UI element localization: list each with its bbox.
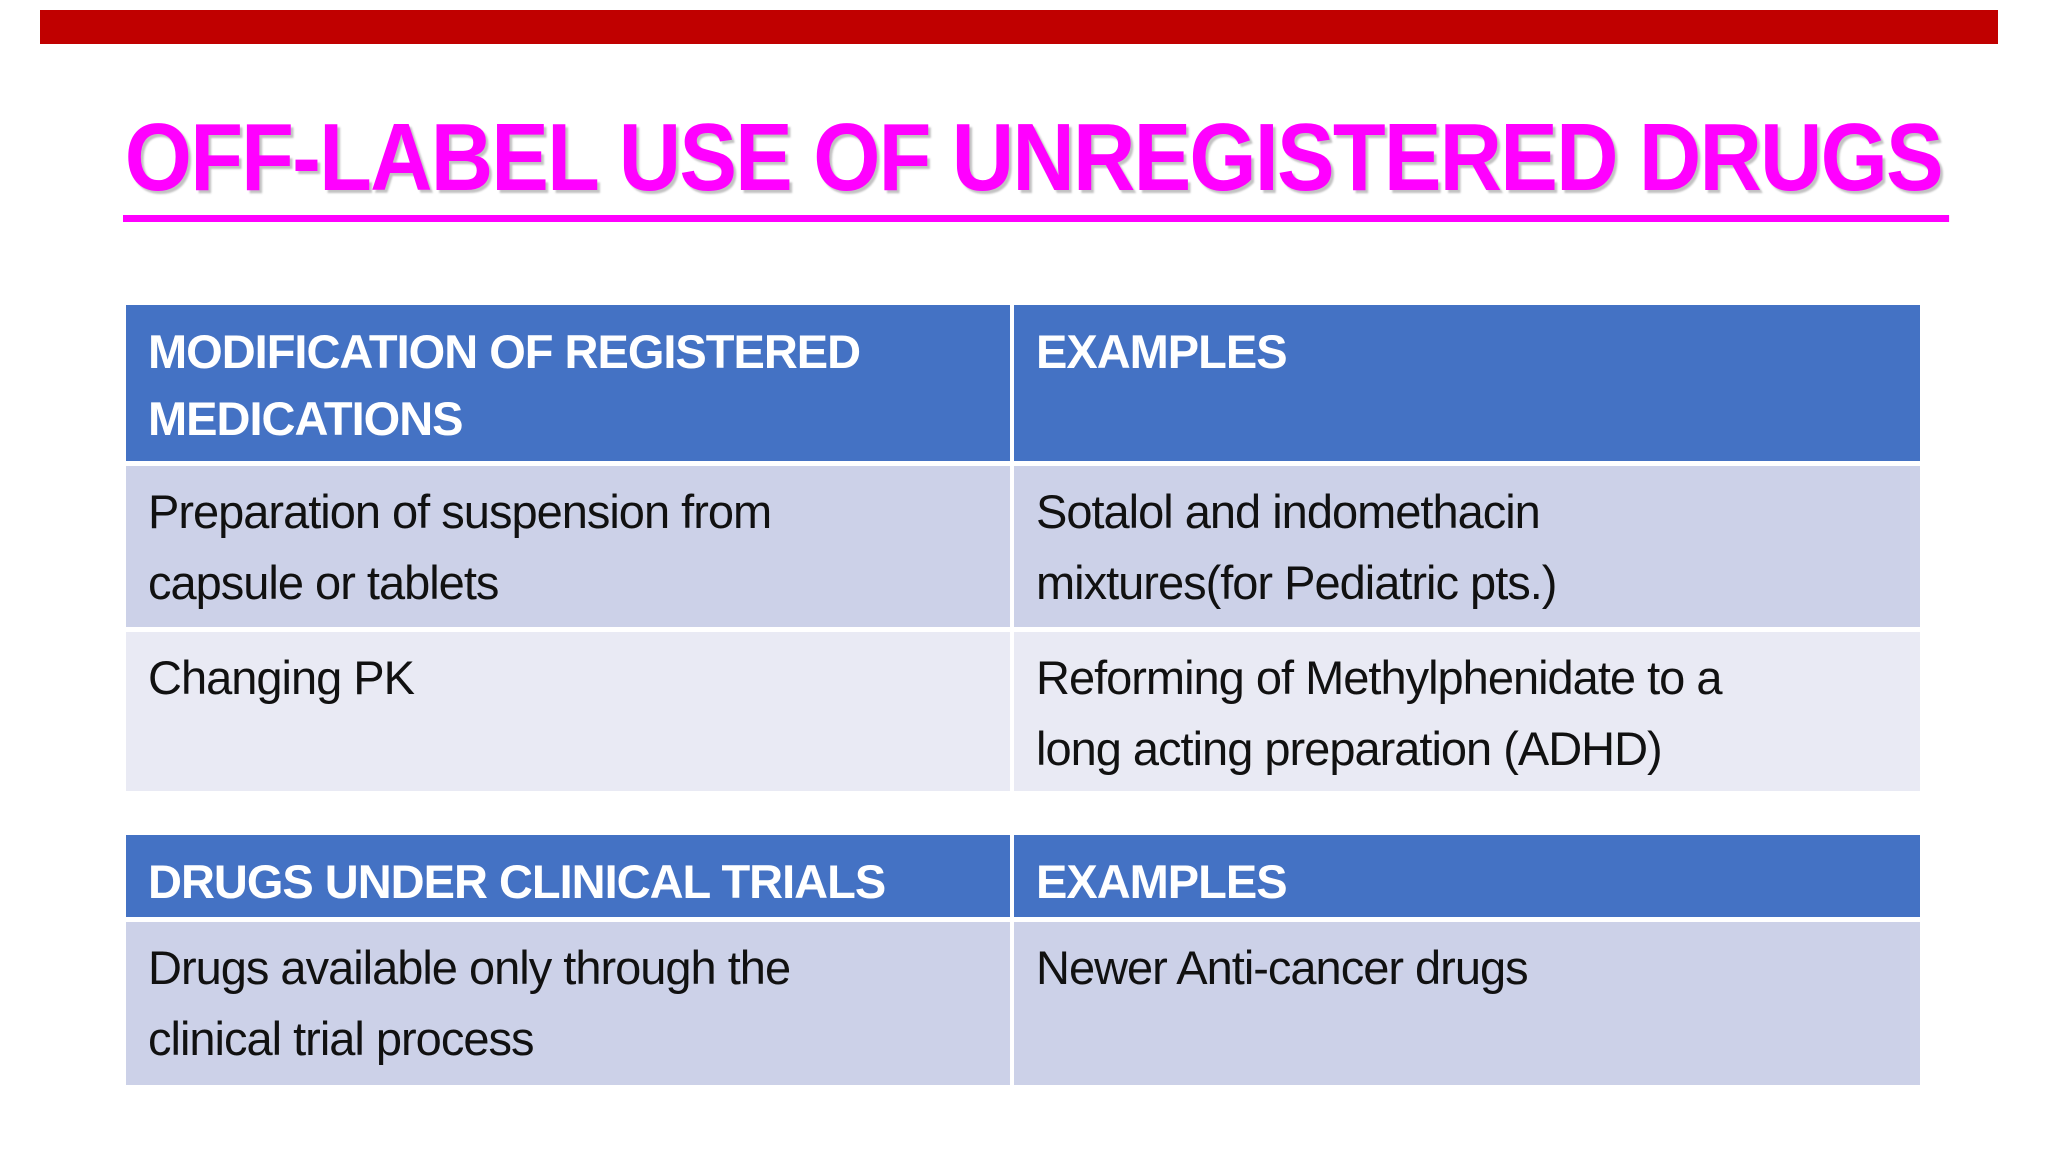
modification-row2-description: Changing PK [126, 632, 1010, 791]
modification-row1-example: Sotalol and indomethacin mixtures(for Pe… [1014, 466, 1920, 627]
modification-row1-description: Preparation of suspension from capsule o… [126, 466, 1010, 627]
clinical-trials-header-examples: EXAMPLES [1014, 835, 1920, 917]
modification-row2-example: Reforming of Methylphenidate to a long a… [1014, 632, 1920, 791]
top-accent-bar [40, 10, 1998, 44]
modification-table-header-modification: MODIFICATION OF REGISTERED MEDICATIONS [126, 305, 1010, 461]
page-title-text: OFF-LABEL USE OF UNREGISTERED DRUGS [123, 107, 1950, 222]
modification-table-header-examples: EXAMPLES [1014, 305, 1920, 461]
clinical-trials-header-drugs: DRUGS UNDER CLINICAL TRIALS [126, 835, 1010, 917]
clinical-trials-table: DRUGS UNDER CLINICAL TRIALS EXAMPLES Dru… [126, 835, 1920, 1085]
clinical-trials-row1-example: Newer Anti-cancer drugs [1014, 922, 1920, 1085]
modification-table: MODIFICATION OF REGISTERED MEDICATIONS E… [126, 305, 1920, 791]
clinical-trials-row1-description: Drugs available only through the clinica… [126, 922, 1010, 1085]
page-title: OFF-LABEL USE OF UNREGISTERED DRUGS [123, 107, 2023, 222]
